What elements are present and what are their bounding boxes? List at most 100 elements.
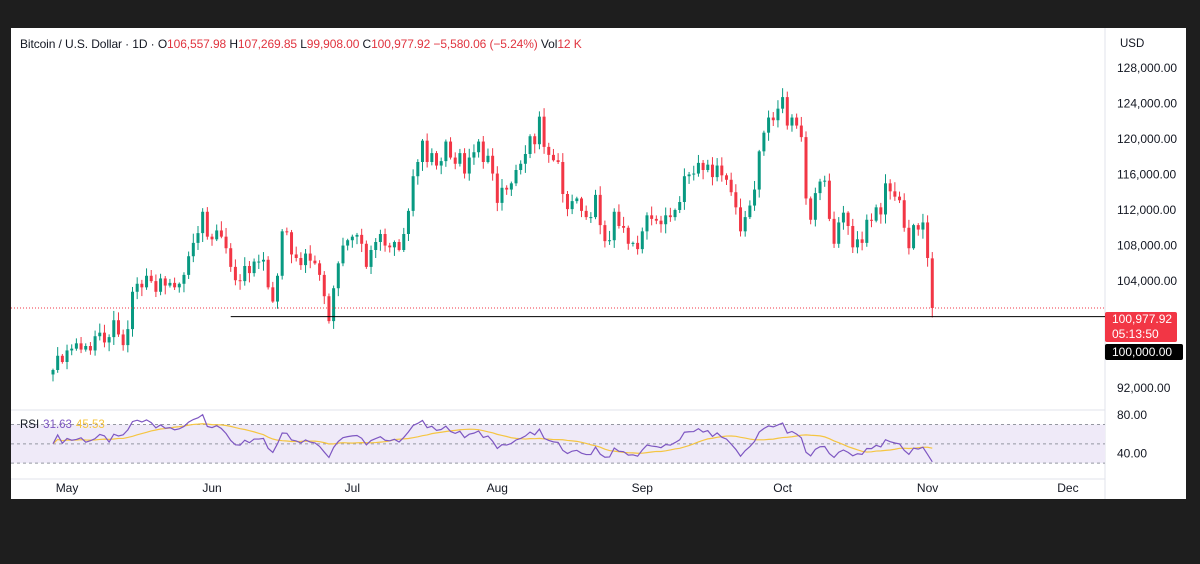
candle-up <box>458 153 462 164</box>
candle-up <box>776 108 780 121</box>
candle-down <box>785 97 789 126</box>
candle-up <box>477 141 481 153</box>
candle-up <box>706 164 710 170</box>
candle-up <box>818 181 822 194</box>
candle-down <box>163 278 167 286</box>
candle-up <box>182 274 186 284</box>
candle-down <box>626 227 630 244</box>
currency-selector[interactable]: USD <box>1120 38 1145 50</box>
candle-up <box>748 205 752 218</box>
candle-up <box>355 234 359 237</box>
candle-up <box>416 162 420 177</box>
candle-down <box>603 225 607 242</box>
candle-down <box>869 219 873 221</box>
rsi-axis-tick: 40.00 <box>1117 447 1147 461</box>
high-label: H <box>229 37 238 51</box>
symbol-title[interactable]: Bitcoin / U.S. Dollar · 1D · <box>20 37 155 51</box>
candle-up <box>420 140 424 162</box>
price-axis-tick: 120,000.00 <box>1117 132 1177 146</box>
candle-down <box>397 242 401 250</box>
candle-up <box>509 183 513 190</box>
candle-up <box>692 173 696 175</box>
candle-down <box>710 164 714 178</box>
candle-down <box>271 287 275 302</box>
candle-up <box>664 215 668 225</box>
candle-down <box>327 296 331 322</box>
candle-up <box>594 194 598 218</box>
price-axis-tick: 112,000.00 <box>1117 203 1176 217</box>
candle-up <box>406 210 410 234</box>
candle-down <box>580 198 584 211</box>
candle-down <box>720 165 724 176</box>
time-axis-tick: Jul <box>345 481 360 495</box>
candle-down <box>299 258 303 266</box>
candle-up <box>537 116 541 145</box>
candle-down <box>247 266 251 274</box>
candle-down <box>846 212 850 226</box>
candle-down <box>739 207 743 232</box>
rsi-legend: RSI 31.63 45.53 <box>20 419 105 431</box>
time-axis-tick: Oct <box>773 481 792 495</box>
candle-down <box>121 334 125 346</box>
candle-down <box>364 243 368 267</box>
candle-up <box>678 202 682 210</box>
candle-up <box>243 266 247 282</box>
time-axis-tick: May <box>56 481 79 495</box>
candle-down <box>724 175 728 180</box>
candle-up <box>528 136 532 154</box>
candle-down <box>636 242 640 250</box>
change-value: −5,580.06 (−5.24%) <box>433 37 538 51</box>
candle-down <box>360 234 364 244</box>
candle-up <box>715 165 719 178</box>
candle-down <box>888 183 892 192</box>
volume-value: 12 K <box>557 37 582 51</box>
candle-down <box>308 253 312 261</box>
candle-up <box>439 161 443 166</box>
candle-down <box>140 283 144 288</box>
candle-up <box>341 245 345 264</box>
candle-up <box>640 231 644 250</box>
candle-up <box>304 253 308 266</box>
candle-up <box>374 242 378 250</box>
candle-up <box>369 250 373 267</box>
candle-up <box>472 152 476 158</box>
candle-down <box>771 117 775 121</box>
candle-down <box>313 260 317 264</box>
candle-down <box>734 192 738 208</box>
candle-down <box>425 140 429 162</box>
high-value: 107,269.85 <box>237 37 297 51</box>
rsi-label[interactable]: RSI <box>20 419 40 431</box>
candle-up <box>687 174 691 177</box>
time-axis-tick: Dec <box>1057 481 1078 495</box>
bar-countdown: 05:13:50 <box>1112 327 1159 341</box>
candle-down <box>617 211 621 226</box>
rsi-signal-value: 45.53 <box>75 419 105 431</box>
candle-up <box>275 275 279 302</box>
candle-down <box>210 236 214 240</box>
ohlc-legend: Bitcoin / U.S. Dollar · 1D · O106,557.98… <box>20 37 582 51</box>
candle-down <box>565 194 569 210</box>
candle-down <box>435 153 439 166</box>
price-axis-tick: 124,000.00 <box>1117 96 1177 110</box>
candle-up <box>921 222 925 230</box>
candle-up <box>187 256 191 275</box>
candle-up <box>467 157 471 174</box>
candle-down <box>729 179 733 193</box>
candle-down <box>481 141 485 162</box>
candle-down <box>851 226 855 248</box>
candle-up <box>84 346 88 350</box>
candle-up <box>65 350 69 362</box>
candle-up <box>837 222 841 244</box>
rsi-value: 31.63 <box>43 419 72 431</box>
candle-up <box>519 163 523 170</box>
candle-down <box>285 231 289 233</box>
candle-up <box>257 261 261 263</box>
candle-down <box>795 117 799 126</box>
chart-canvas[interactable]: 92,000.0096,000.00104,000.00108,000.0011… <box>11 28 1186 499</box>
price-axis-tick: 104,000.00 <box>1117 274 1177 288</box>
candle-up <box>762 132 766 152</box>
low-value: 99,908.00 <box>306 37 360 51</box>
candle-down <box>561 162 565 194</box>
candle-up <box>261 259 265 262</box>
candle-up <box>757 151 761 190</box>
